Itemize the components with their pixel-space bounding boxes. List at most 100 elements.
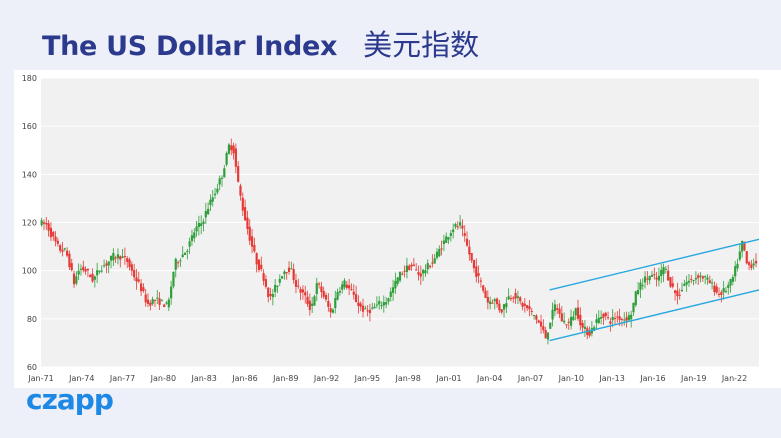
candle-body [188, 241, 191, 247]
candle-body [278, 278, 281, 283]
candle-body [336, 291, 339, 300]
candle-body [146, 299, 150, 304]
x-tick-label: Jan-19 [680, 374, 706, 383]
candle-body [606, 317, 610, 319]
candle-body [359, 303, 362, 307]
candle-body [532, 314, 536, 316]
candle-body [720, 292, 723, 295]
candle-body [186, 250, 189, 252]
y-tick-label: 80 [27, 315, 37, 324]
candle-body [91, 273, 94, 282]
x-tick-label: Jan-10 [558, 374, 584, 383]
candle-body [54, 236, 57, 242]
title-block: The US Dollar Index 美元指数 [42, 22, 479, 64]
candle-body [105, 263, 108, 266]
candle-body [486, 297, 489, 303]
candle-body [493, 299, 496, 302]
candle-body [752, 263, 755, 266]
candle-body [352, 291, 355, 295]
candle-body [378, 301, 381, 305]
candle-body [710, 282, 714, 284]
candle-body [232, 145, 235, 154]
candle-body [526, 305, 529, 309]
candle-body [639, 282, 642, 290]
candle-body [311, 303, 314, 306]
candle-body [717, 293, 721, 295]
candle-body [417, 271, 420, 275]
y-tick-label: 160 [22, 122, 37, 131]
candle-body [563, 320, 566, 323]
candle-body [754, 260, 758, 264]
candle-body [433, 258, 436, 264]
candle-body [655, 277, 658, 280]
candle-body [315, 283, 318, 294]
candle-body [505, 303, 508, 308]
candle-body [350, 289, 353, 291]
candle-body [738, 251, 741, 260]
y-tick-label: 180 [22, 74, 37, 83]
candle-body [366, 310, 369, 312]
candle-body [126, 258, 129, 262]
candle-body [452, 229, 455, 233]
candle-body [322, 291, 325, 297]
candle-body [329, 308, 332, 313]
candle-body [489, 301, 492, 304]
candle-body [299, 289, 302, 293]
candle-body [197, 222, 200, 228]
candle-body [230, 145, 233, 151]
candle-body [151, 299, 154, 304]
candle-body [190, 235, 194, 241]
candle-body [61, 249, 64, 252]
candle-body [271, 294, 274, 298]
candle-body [202, 221, 205, 224]
candle-body [174, 258, 177, 270]
candle-body [313, 296, 316, 306]
candle-body [324, 295, 328, 300]
candle-body [623, 319, 626, 321]
candle-body [220, 177, 224, 179]
candle-body [59, 245, 62, 251]
candle-body [479, 280, 483, 282]
candle-body [63, 248, 66, 250]
x-tick-label: Jan-01 [435, 374, 461, 383]
candle-body [246, 217, 249, 229]
candle-body [419, 273, 422, 277]
candle-body [123, 256, 127, 258]
candle-body [694, 277, 698, 280]
candle-body [650, 274, 654, 277]
candle-body [438, 248, 441, 257]
candle-body [262, 273, 265, 281]
candle-body [396, 277, 399, 284]
candle-body [341, 284, 344, 290]
candle-body [549, 322, 552, 329]
candle-body [77, 270, 80, 275]
candle-body [195, 226, 198, 232]
candle-body [375, 304, 378, 306]
candle-body [669, 277, 672, 287]
candle-body [523, 303, 526, 306]
candle-body [244, 207, 247, 221]
candle-body [86, 269, 90, 271]
candle-body [463, 233, 466, 236]
candle-body [66, 250, 69, 256]
candle-body [112, 252, 115, 261]
candle-body [165, 302, 168, 304]
candle-body [348, 285, 351, 289]
candle-body [49, 227, 53, 238]
candle-body [630, 314, 633, 320]
candle-body [440, 248, 443, 250]
candle-body [431, 262, 434, 264]
candle-body [741, 240, 744, 252]
candle-body [308, 300, 311, 310]
candle-body [167, 299, 170, 308]
candle-body [403, 270, 406, 272]
chart-title-chinese: 美元指数 [363, 28, 480, 62]
chart-title-english: The US Dollar Index [42, 31, 338, 62]
candle-body [428, 265, 432, 268]
candle-body [181, 254, 184, 258]
candle-body [498, 303, 501, 311]
candle-body [747, 262, 751, 266]
candle-body [405, 265, 409, 272]
candle-body [685, 281, 688, 285]
candle-body [472, 260, 476, 269]
